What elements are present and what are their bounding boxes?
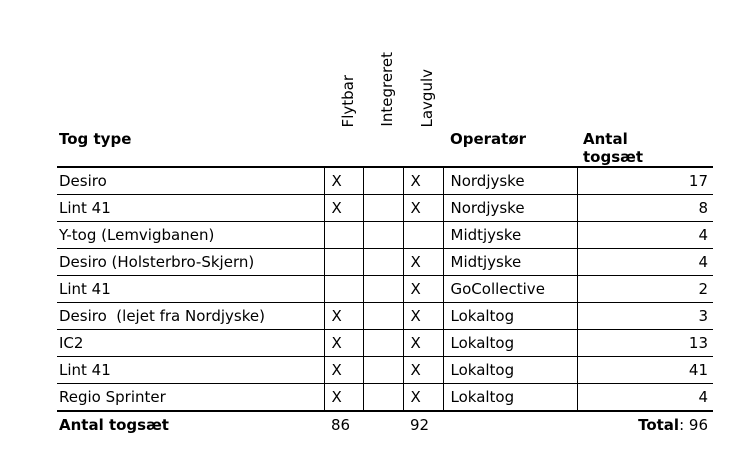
- rotated-header-flytbar: Flytbar: [324, 0, 363, 127]
- table-row: IC2 X X Lokaltog 13: [57, 329, 713, 357]
- header-operator: Operatør: [443, 128, 577, 168]
- cell-operator: Nordjyske: [443, 194, 577, 222]
- cell-tog-type: Desiro: [57, 167, 324, 195]
- cell-operator: GoCollective: [443, 275, 577, 303]
- cell-antal: 4: [576, 248, 713, 276]
- header-antal-line1: Antal: [583, 130, 628, 148]
- table-row: Desiro (lejet fra Nordjyske) X X Lokalto…: [57, 302, 713, 330]
- table-row: Regio Sprinter X X Lokaltog 4: [57, 383, 713, 412]
- cell-flytbar-mark: X: [323, 329, 364, 357]
- footer-integreret-total: [363, 411, 403, 439]
- cell-tog-type: Lint 41: [57, 356, 324, 384]
- cell-lavgulv-mark: X: [402, 194, 444, 222]
- header-integreret-spacer: [363, 128, 403, 168]
- footer-total-label: Total: [638, 416, 680, 434]
- cell-operator: Lokaltog: [443, 356, 577, 384]
- cell-tog-type: Desiro (lejet fra Nordjyske): [57, 302, 324, 330]
- cell-integreret-mark: [362, 221, 404, 249]
- cell-lavgulv-mark: X: [402, 383, 444, 412]
- cell-tog-type: Regio Sprinter: [57, 383, 324, 412]
- cell-tog-type: Desiro (Holsterbro-Skjern): [57, 248, 324, 276]
- cell-antal: 4: [576, 221, 713, 249]
- cell-integreret-mark: [362, 275, 404, 303]
- cell-lavgulv-mark: X: [402, 302, 444, 330]
- cell-integreret-mark: [362, 248, 404, 276]
- cell-lavgulv-mark: X: [402, 167, 444, 195]
- cell-integreret-mark: [362, 167, 404, 195]
- table-row: Desiro X X Nordjyske 17: [57, 167, 713, 195]
- cell-tog-type: Lint 41: [57, 275, 324, 303]
- cell-flytbar-mark: [323, 275, 364, 303]
- footer-operator-spacer: [443, 411, 577, 439]
- rotated-header-flytbar-label: Flytbar: [338, 74, 357, 127]
- cell-integreret-mark: [362, 383, 404, 412]
- cell-antal: 13: [576, 329, 713, 357]
- cell-integreret-mark: [362, 329, 404, 357]
- table-row: Lint 41 X X Lokaltog 41: [57, 356, 713, 384]
- cell-antal: 2: [576, 275, 713, 303]
- table-row: Y-tog (Lemvigbanen) Midtjyske 4: [57, 221, 713, 249]
- header-tog-type: Tog type: [57, 128, 324, 168]
- cell-lavgulv-mark: X: [402, 329, 444, 357]
- rotated-header-lavgulv-label: Lavgulv: [418, 68, 436, 128]
- cell-antal: 17: [576, 167, 713, 195]
- cell-operator: Lokaltog: [443, 329, 577, 357]
- cell-operator: Lokaltog: [443, 383, 577, 412]
- cell-flytbar-mark: X: [323, 302, 364, 330]
- table-row: Lint 41 X GoCollective 2: [57, 275, 713, 303]
- table-footer-row: Antal togsæt 86 92 Total: 96: [57, 411, 713, 439]
- cell-operator: Lokaltog: [443, 302, 577, 330]
- cell-integreret-mark: [362, 194, 404, 222]
- header-antal-line2: togsæt: [583, 148, 644, 166]
- cell-flytbar-mark: [323, 248, 364, 276]
- cell-lavgulv-mark: X: [402, 356, 444, 384]
- cell-antal: 3: [576, 302, 713, 330]
- cell-lavgulv-mark: X: [402, 275, 444, 303]
- footer-label: Antal togsæt: [59, 416, 169, 434]
- cell-flytbar-mark: [323, 221, 364, 249]
- footer-total-value: : 96: [679, 416, 708, 434]
- cell-tog-type: IC2: [57, 329, 324, 357]
- footer-lavgulv-total: 92: [410, 416, 430, 434]
- cell-flytbar-mark: X: [323, 383, 364, 412]
- table-row: Desiro (Holsterbro-Skjern) X Midtjyske 4: [57, 248, 713, 276]
- rotated-header-integreret: Integreret: [363, 0, 403, 127]
- cell-integreret-mark: [362, 356, 404, 384]
- table-header-row: Tog type Operatør Antal togsæt: [57, 128, 713, 168]
- cell-lavgulv-mark: X: [402, 248, 444, 276]
- cell-flytbar-mark: X: [323, 167, 364, 195]
- footer-grand-total: Total: 96: [577, 411, 713, 439]
- cell-antal: 8: [576, 194, 713, 222]
- footer-flytbar-total: 86: [331, 416, 351, 434]
- header-flytbar-spacer: [324, 128, 363, 168]
- table-row: Lint 41 X X Nordjyske 8: [57, 194, 713, 222]
- train-sets-table: Tog type Operatør Antal togsæt Desiro X …: [57, 128, 713, 439]
- cell-antal: 41: [576, 356, 713, 384]
- cell-integreret-mark: [362, 302, 404, 330]
- rotated-header-lavgulv: Lavgulv: [403, 0, 443, 128]
- cell-operator: Midtjyske: [443, 221, 577, 249]
- header-antal-togsaet: Antal togsæt: [577, 128, 713, 168]
- cell-flytbar-mark: X: [323, 356, 364, 384]
- rotated-header-integreret-label: Integreret: [378, 52, 396, 127]
- cell-flytbar-mark: X: [323, 194, 364, 222]
- cell-operator: Midtjyske: [443, 248, 577, 276]
- cell-operator: Nordjyske: [443, 167, 577, 195]
- cell-tog-type: Y-tog (Lemvigbanen): [57, 221, 324, 249]
- cell-antal: 4: [576, 383, 713, 412]
- header-lavgulv-spacer: [403, 128, 443, 168]
- cell-lavgulv-mark: [402, 221, 444, 249]
- cell-tog-type: Lint 41: [57, 194, 324, 222]
